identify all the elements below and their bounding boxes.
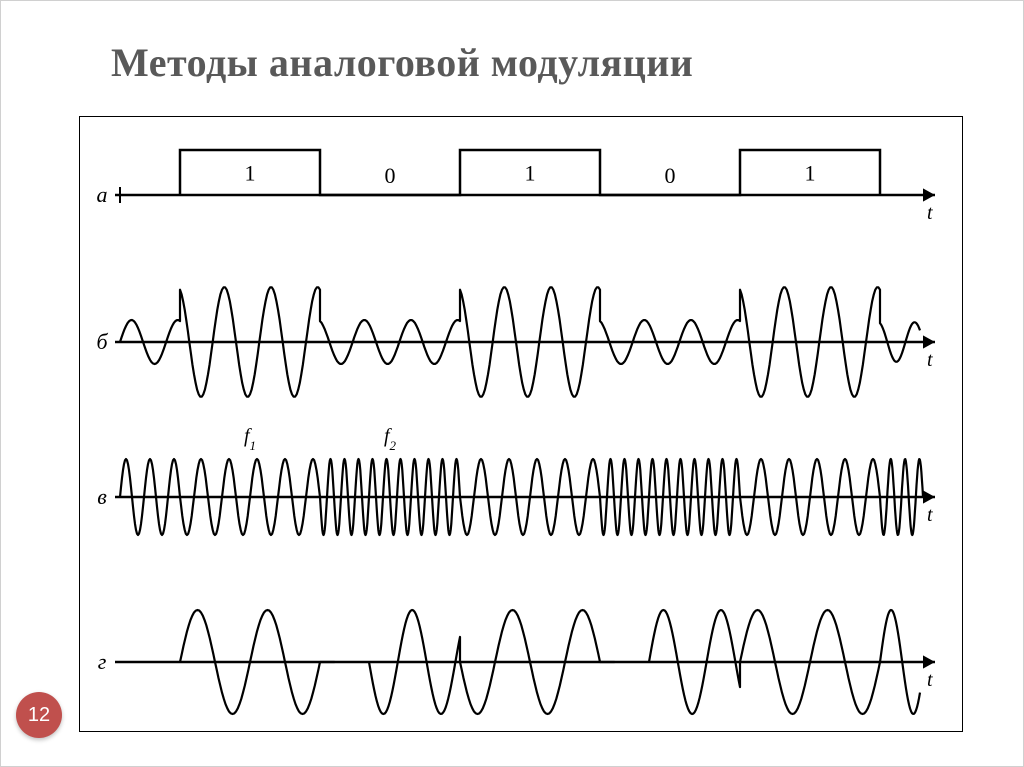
slide-number-badge: 12 bbox=[16, 692, 62, 738]
diagram-frame: t а 1 0 1 0 1 t б t в f1 f2 t г bbox=[79, 116, 963, 732]
row-label: б bbox=[96, 329, 108, 354]
bit-label: 1 bbox=[805, 161, 816, 186]
axis-label: t bbox=[927, 349, 933, 371]
slide: Методы аналоговой модуляции t а 1 0 1 0 1 t б t в f… bbox=[0, 0, 1024, 767]
freq-label: f1 bbox=[244, 425, 256, 453]
axis-label: t bbox=[927, 669, 933, 691]
bit-label: 0 bbox=[385, 163, 396, 188]
axis-label: t bbox=[927, 504, 933, 526]
bit-label: 0 bbox=[665, 163, 676, 188]
row-label: г bbox=[98, 649, 107, 674]
row-label: а bbox=[97, 182, 108, 207]
bit-label: 1 bbox=[245, 161, 256, 186]
page-title: Методы аналоговой модуляции bbox=[111, 39, 693, 86]
modulation-diagram: t а 1 0 1 0 1 t б t в f1 f2 t г bbox=[80, 117, 962, 731]
freq-label: f2 bbox=[384, 425, 397, 453]
axis-label: t bbox=[927, 202, 933, 224]
row-label: в bbox=[97, 484, 107, 509]
bit-label: 1 bbox=[525, 161, 536, 186]
